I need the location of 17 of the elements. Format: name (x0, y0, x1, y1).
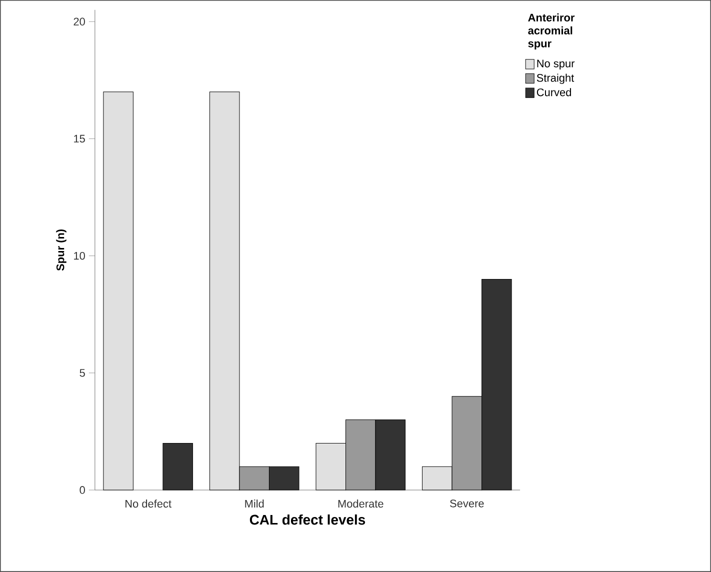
y-tick-label: 15 (74, 134, 85, 143)
x-tick-label: Mild (245, 500, 264, 508)
x-tick-label: No defect (126, 500, 172, 508)
legend-label: Straight (536, 74, 574, 84)
legend-title: Anteriror acromial spur (528, 13, 575, 50)
y-axis-title: Spur (n) (56, 230, 66, 271)
x-tick-label: Moderate (338, 500, 384, 508)
y-tick-label: 5 (80, 369, 85, 377)
legend-label: Curved (536, 88, 571, 96)
legend-label: No spur (537, 60, 575, 70)
y-tick-label: 0 (80, 486, 85, 494)
x-tick-label: Severe (450, 500, 484, 508)
y-tick-label: 20 (74, 18, 85, 26)
y-tick-label: 10 (74, 252, 85, 260)
x-axis-title: CAL defect levels (250, 514, 366, 525)
bar (103, 92, 134, 490)
bar (162, 442, 193, 490)
